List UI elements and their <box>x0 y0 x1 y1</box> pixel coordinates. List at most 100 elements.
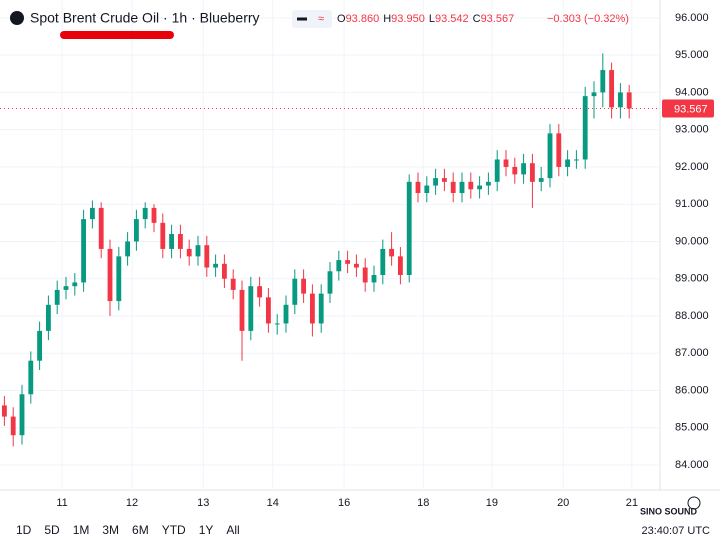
range-button[interactable]: 5D <box>44 523 60 537</box>
candle-body <box>459 181 465 194</box>
candle-body <box>380 248 386 275</box>
price-badge <box>662 99 714 118</box>
candle-body <box>547 133 553 179</box>
candle-body <box>617 92 623 108</box>
candle-body <box>98 207 104 249</box>
candle-body <box>10 416 16 436</box>
range-button[interactable]: 1M <box>73 523 90 537</box>
candle-body <box>151 207 157 223</box>
candle-body <box>336 260 342 272</box>
icon: ≈ <box>318 13 324 25</box>
range-button[interactable]: 1D <box>16 523 32 537</box>
range-button[interactable]: 1Y <box>199 523 214 537</box>
candle-body <box>565 159 571 167</box>
x-tick-label: 18 <box>417 497 429 509</box>
candle-body <box>424 185 430 194</box>
range-button[interactable]: 6M <box>132 523 149 537</box>
candle-body <box>626 92 632 109</box>
candle-body <box>28 360 34 395</box>
candle-body <box>406 181 412 275</box>
x-tick-label: 20 <box>557 497 569 509</box>
ohlc-value: 93.950 <box>391 13 425 25</box>
y-tick-label: 90.000 <box>675 235 709 247</box>
candle-body <box>204 245 210 268</box>
y-tick-label: 95.000 <box>675 49 709 61</box>
candle-body <box>116 256 122 302</box>
candle-body <box>441 178 447 182</box>
chart-title: Spot Brent Crude Oil · 1h · Blueberry <box>30 10 260 26</box>
candle-body <box>186 248 192 257</box>
range-button[interactable]: YTD <box>162 523 186 537</box>
candle-body <box>37 330 43 361</box>
y-tick-label: 94.000 <box>675 86 709 98</box>
underline <box>60 31 174 39</box>
range-buttons: 1D 5D 1M 3M 6M YTD 1Y All <box>16 523 240 537</box>
candle-body <box>318 293 324 324</box>
x-tick-label: 19 <box>486 497 498 509</box>
candle-body <box>221 263 227 279</box>
y-tick-label: 86.000 <box>675 384 709 396</box>
y-tick-label: 85.000 <box>675 422 709 434</box>
y-tick-label: 91.000 <box>675 198 709 210</box>
candle-body <box>512 166 518 175</box>
candle-body <box>573 159 579 161</box>
y-tick-label: 84.000 <box>675 459 709 471</box>
candle-body <box>477 185 483 190</box>
candle-body <box>309 293 315 324</box>
ohlc-value: 93.542 <box>435 13 469 25</box>
candle-body <box>195 245 201 257</box>
candle-body <box>81 219 87 283</box>
candle-body <box>521 163 527 175</box>
header-icons[interactable] <box>292 10 332 28</box>
y-tick-label: 92.000 <box>675 161 709 173</box>
x-tick-label: 11 <box>56 497 67 509</box>
range-button[interactable]: 3M <box>102 523 119 537</box>
candle-body <box>371 274 377 283</box>
x-tick-label: 13 <box>197 497 209 509</box>
candle-body <box>213 263 219 268</box>
ohlc-header: O 93.860 H 93.950 L 93.542 C 93.567 <box>337 13 514 25</box>
change: −0.303 (−0.32%) <box>547 13 629 25</box>
candle-body <box>45 304 51 331</box>
price-label: 93.567 <box>674 103 708 115</box>
candle-body <box>301 278 307 294</box>
candle-body <box>1 405 7 417</box>
y-tick-label: 89.000 <box>675 273 709 285</box>
y-tick-label: 96.000 <box>675 12 709 24</box>
candle-body <box>450 181 456 194</box>
candle-body <box>345 260 351 264</box>
range-button[interactable]: All <box>226 523 239 537</box>
candle-body <box>239 289 245 331</box>
candle-body <box>63 286 69 290</box>
watermark: SINO SOUND <box>640 506 698 516</box>
symbol-icon <box>10 11 24 25</box>
candle-body <box>415 181 421 194</box>
candle-body <box>177 234 183 249</box>
candle-body <box>125 241 131 257</box>
candle-body <box>169 234 175 249</box>
candle-body <box>274 323 280 325</box>
ohlc-value: 93.567 <box>481 13 515 25</box>
candle-body <box>257 286 263 298</box>
candle-body <box>327 271 333 294</box>
x-tick-label: 16 <box>338 497 350 509</box>
candle-body <box>133 219 139 242</box>
y-tick-label: 88.000 <box>675 310 709 322</box>
candle-body <box>503 159 509 167</box>
candle-body <box>107 248 113 302</box>
candle-body <box>468 181 474 190</box>
y-tick-label: 93.000 <box>675 124 709 136</box>
x-tick-label: 14 <box>267 497 279 509</box>
x-tick-label: 21 <box>626 497 638 509</box>
candle-body <box>433 178 439 186</box>
candle-body <box>248 286 254 331</box>
candle-body <box>582 96 588 160</box>
candle-body <box>160 222 166 249</box>
candle-body <box>389 248 395 257</box>
candle-body <box>485 181 491 186</box>
y-tick-label: 87.000 <box>675 347 709 359</box>
candle-body <box>54 289 60 305</box>
clock: 23:40:07 UTC <box>642 525 711 537</box>
settings-icon[interactable] <box>687 496 701 510</box>
